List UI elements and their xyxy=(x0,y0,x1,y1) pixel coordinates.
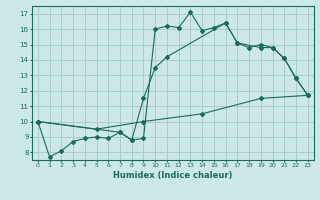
X-axis label: Humidex (Indice chaleur): Humidex (Indice chaleur) xyxy=(113,171,233,180)
